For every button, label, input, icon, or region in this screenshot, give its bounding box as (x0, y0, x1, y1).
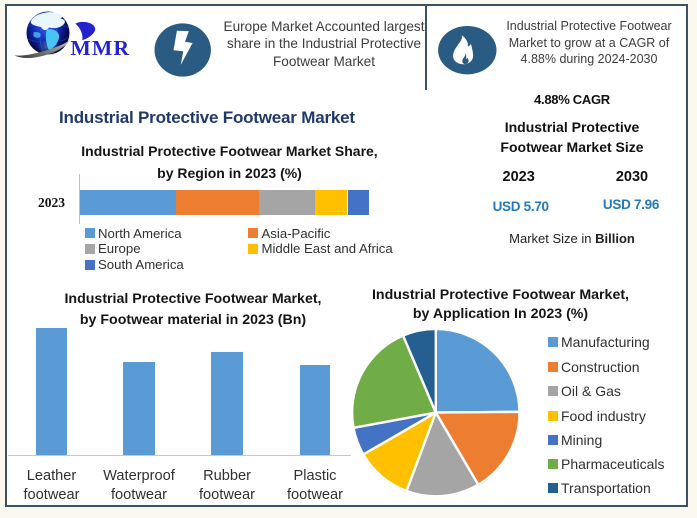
svg-text:MMR: MMR (71, 36, 131, 60)
